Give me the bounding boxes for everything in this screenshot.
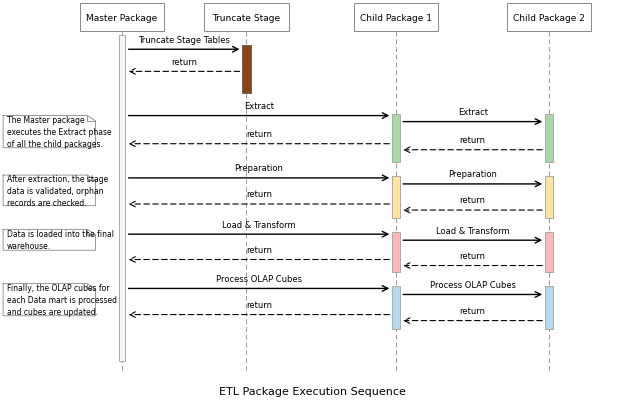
Text: Extract: Extract	[457, 108, 488, 117]
Polygon shape	[3, 284, 95, 316]
Text: Load & Transform: Load & Transform	[222, 220, 296, 229]
Text: return: return	[246, 130, 272, 139]
Bar	[545, 114, 553, 162]
Text: return: return	[460, 306, 485, 315]
Text: return: return	[246, 245, 272, 254]
Bar	[205, 4, 288, 32]
Bar	[392, 233, 401, 273]
Text: Truncate Stage Tables: Truncate Stage Tables	[138, 36, 230, 45]
Polygon shape	[3, 176, 95, 206]
Bar	[119, 36, 125, 361]
Bar	[392, 176, 401, 219]
Text: Process OLAP Cubes: Process OLAP Cubes	[430, 280, 515, 289]
Text: return: return	[246, 300, 272, 309]
Bar	[545, 287, 553, 329]
Text: ETL Package Execution Sequence: ETL Package Execution Sequence	[218, 386, 406, 396]
Bar	[392, 287, 401, 329]
Text: The Master package
executes the Extract phase
of all the child packages.: The Master package executes the Extract …	[7, 116, 112, 149]
Text: Extract: Extract	[244, 102, 274, 111]
Polygon shape	[3, 230, 95, 251]
Text: return: return	[460, 251, 485, 260]
Text: Data is loaded into the final
warehouse.: Data is loaded into the final warehouse.	[7, 230, 114, 251]
Bar	[545, 176, 553, 219]
Polygon shape	[3, 116, 95, 148]
Text: Finally, the OLAP cubes for
each Data mart is processed
and cubes are updated.: Finally, the OLAP cubes for each Data ma…	[7, 284, 117, 316]
Text: After extraction, the stage
data is validated, orphan
records are checked.: After extraction, the stage data is vali…	[7, 174, 108, 207]
Text: Process OLAP Cubes: Process OLAP Cubes	[216, 274, 302, 283]
Bar	[242, 46, 250, 94]
Text: Child Package 1: Child Package 1	[360, 14, 432, 22]
Text: return: return	[460, 196, 485, 205]
Text: return: return	[460, 136, 485, 145]
Bar	[507, 4, 592, 32]
Bar	[392, 114, 401, 162]
Bar	[545, 233, 553, 273]
Text: Child Package 2: Child Package 2	[513, 14, 585, 22]
Text: return: return	[246, 190, 272, 199]
Text: Preparation: Preparation	[235, 164, 283, 173]
Text: Master Package: Master Package	[86, 14, 157, 22]
Bar	[80, 4, 163, 32]
Text: return: return	[171, 58, 197, 67]
Text: Load & Transform: Load & Transform	[436, 226, 509, 235]
Bar	[354, 4, 438, 32]
Text: Preparation: Preparation	[448, 170, 497, 179]
Text: Truncate Stage: Truncate Stage	[212, 14, 281, 22]
